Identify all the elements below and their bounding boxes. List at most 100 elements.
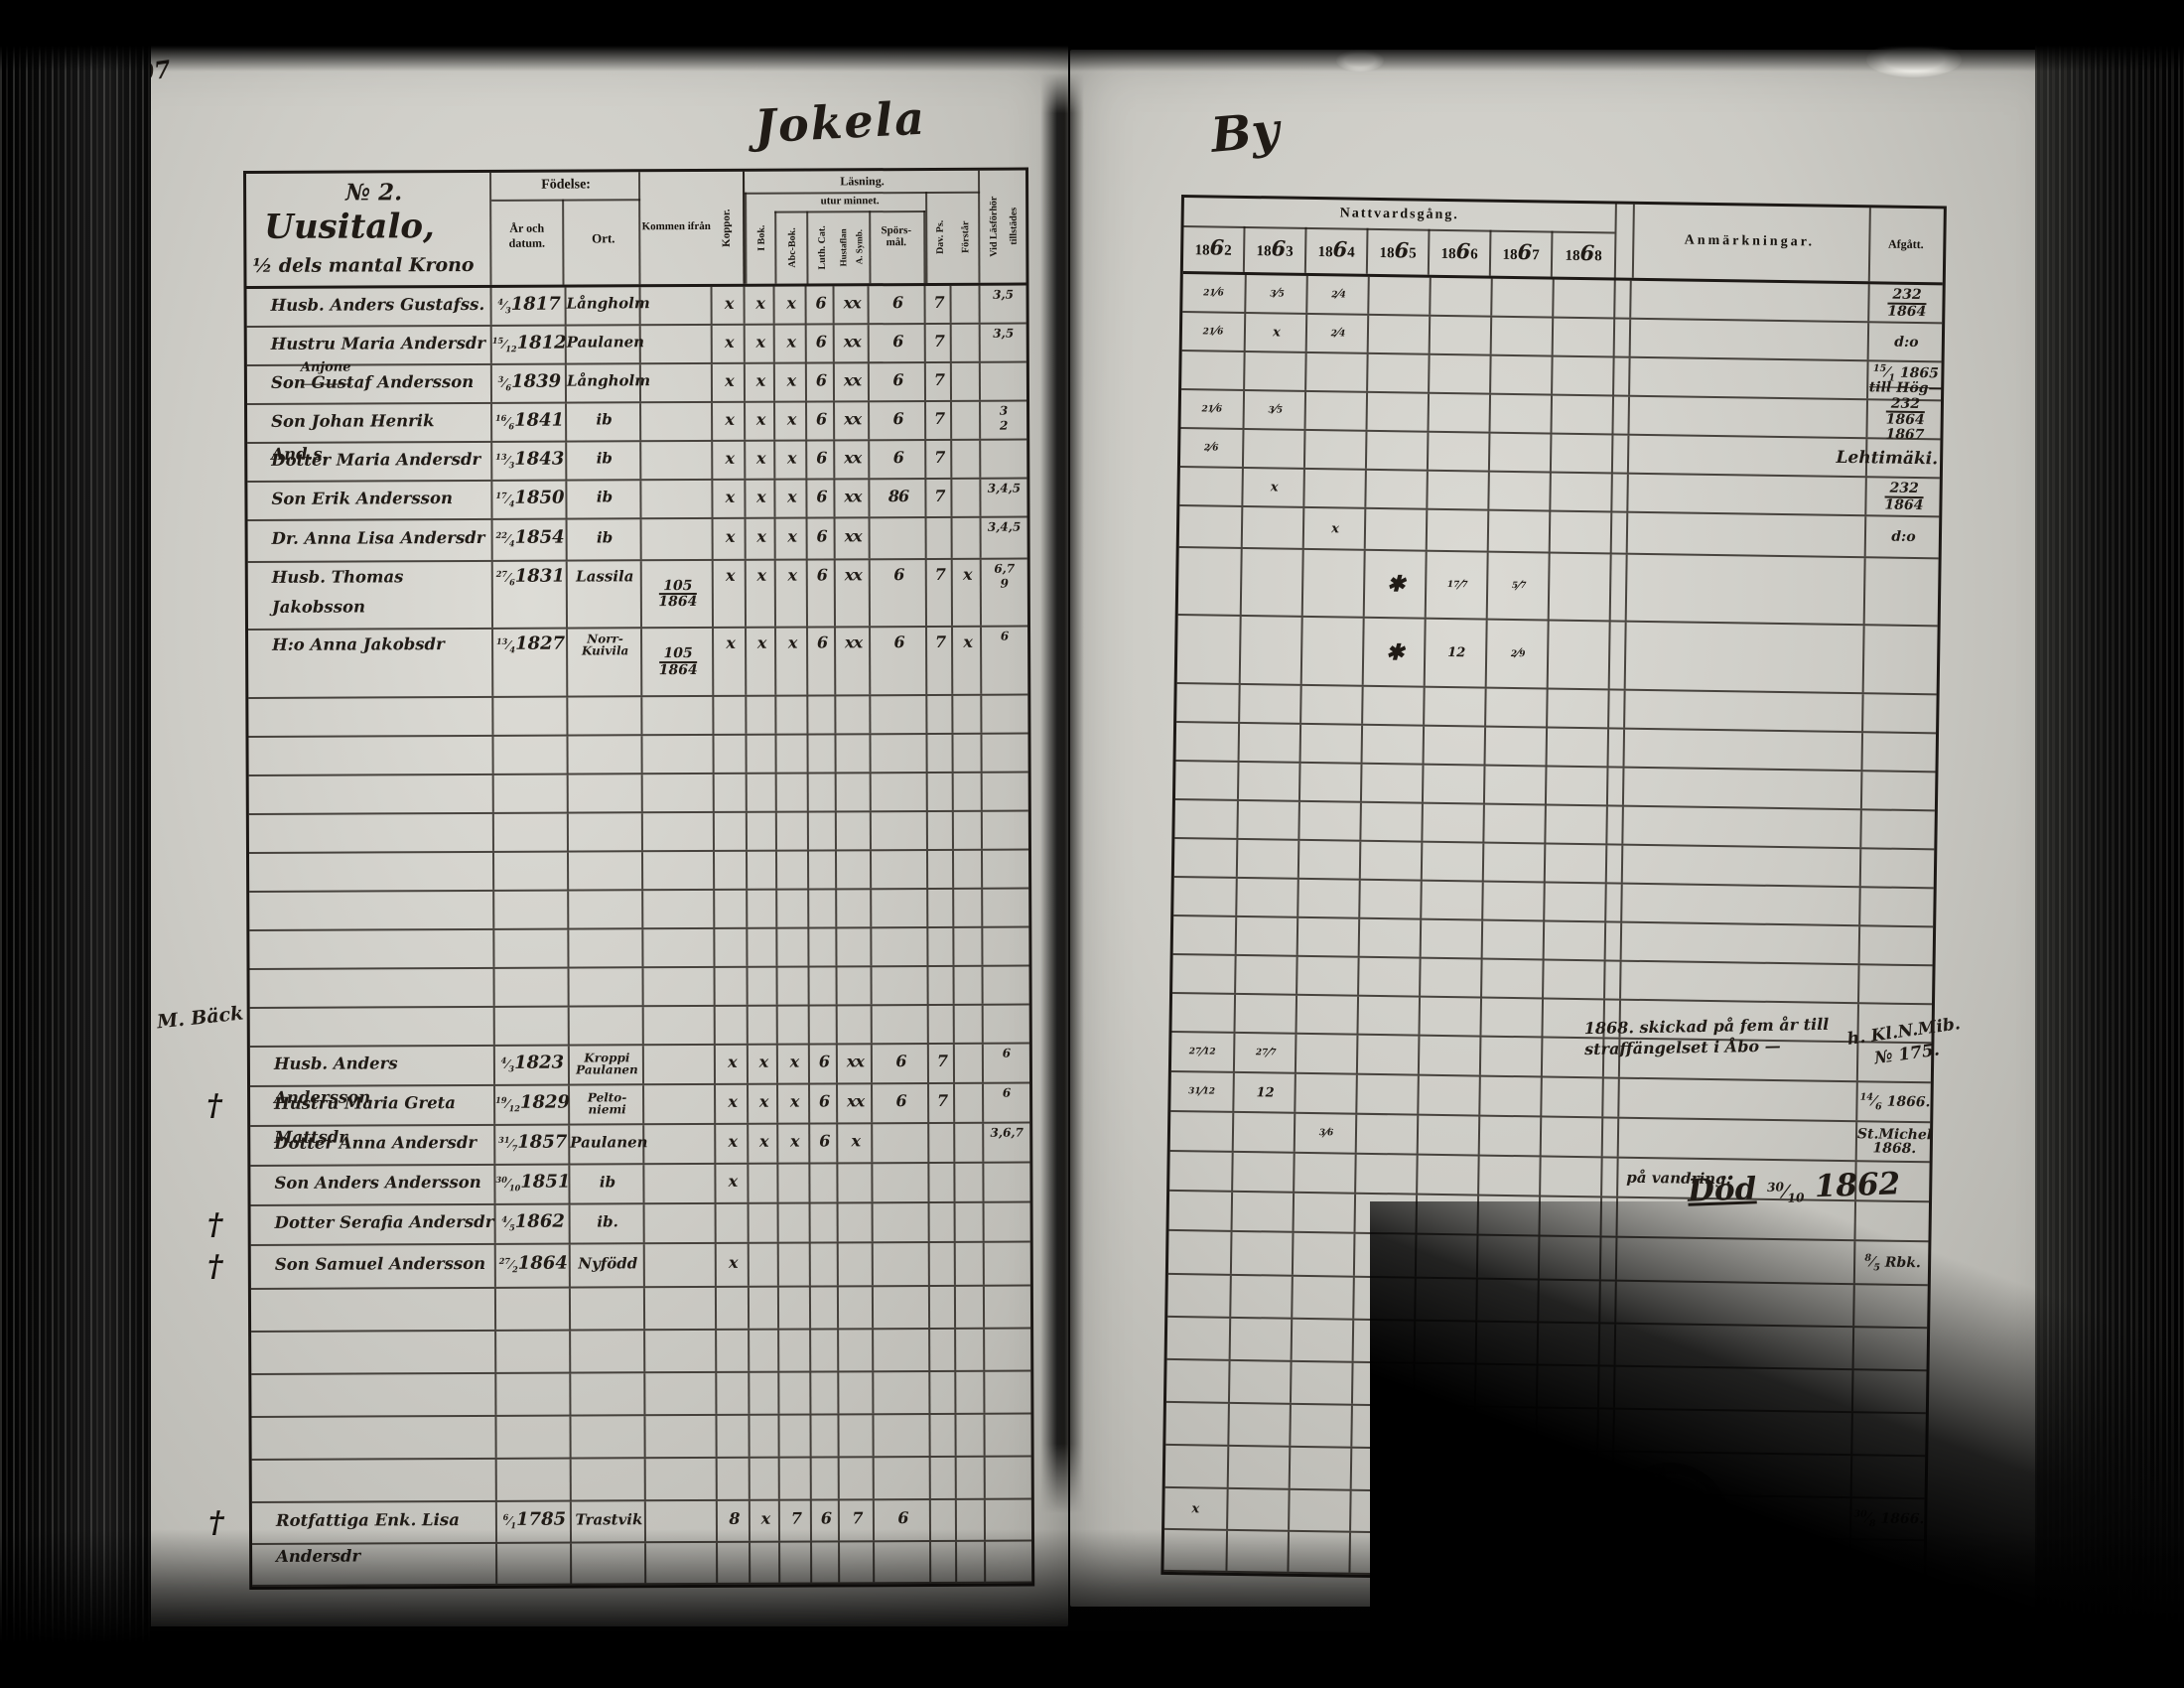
cell-communion-mark (1542, 960, 1606, 999)
cell-arrived-from (643, 1372, 718, 1415)
cell-communion-mark (1299, 617, 1365, 685)
cell-arrived-from (640, 774, 715, 812)
cell-reading-mark: 6 (805, 402, 836, 440)
cell-communion-mark: 12 (1232, 1072, 1297, 1112)
cell-communion-mark (1367, 276, 1432, 315)
cell-arrived-from (641, 967, 716, 1006)
cell-communion-mark: 3 ⁄ 5 (1242, 390, 1307, 429)
cell-reading-mark (806, 812, 837, 850)
cell-reading-mark (808, 1164, 839, 1202)
cell-reading-mark (834, 774, 872, 811)
cell-communion-mark (1297, 840, 1362, 879)
table-row: Dotter Maria Andersdr 13⁄31843 ib x x x 6 xx 6 7 (247, 440, 1027, 483)
cell-reading-mark: x (745, 628, 777, 695)
year-column-header: 1868 (1565, 239, 1602, 266)
cell-communion-mark (1477, 1116, 1543, 1156)
cell-communion-mark (1172, 994, 1235, 1032)
cell-communion-mark (1356, 996, 1422, 1035)
cell-communion-mark (1238, 684, 1302, 723)
cell-communion-mark (1483, 727, 1549, 766)
cell-reading-mark: x (713, 1045, 750, 1083)
cell-reading-mark: xx (836, 1084, 874, 1123)
cell-communion-mark (1551, 318, 1616, 356)
arrived-from-header: Kommen ifrån (638, 171, 713, 285)
cell-reading-mark: 7 (924, 440, 953, 479)
cell-reading-mark: 6 (806, 628, 837, 695)
cell-birth-place (566, 774, 643, 812)
cell-reading-mark (713, 928, 749, 966)
cell-communion-mark (1477, 1156, 1542, 1196)
cell-reading-mark (870, 889, 929, 927)
cell-birth-date: 27⁄61831 (490, 561, 569, 628)
cell-remarks (1622, 729, 1862, 771)
cell-departed: d:o (1866, 323, 1945, 361)
cell-arrived-from (638, 363, 714, 402)
right-table-header: Nattvardsgång. 1862 1863 1864 1865 1866 1867 1… (1182, 198, 1944, 286)
table-row: † Son Samuel Andersson 27⁄21864 Nyfödd x (207, 1242, 1030, 1290)
table-row (249, 927, 1029, 970)
cell-reading-mark (774, 774, 809, 811)
cell-birth-date (491, 813, 569, 851)
cell-communion-mark (1235, 878, 1299, 916)
cell-reading-mark (872, 1371, 931, 1414)
cell-reading-mark: x (773, 441, 808, 479)
cell-reading-mark: x (744, 402, 776, 440)
questions-header: Spörs- mål. (869, 211, 926, 284)
cell-communion-mark (1294, 1034, 1359, 1073)
table-row (248, 773, 1028, 815)
years-row: 1862 1863 1864 1865 1866 1867 1868 (1182, 225, 1615, 277)
cell-reading-mark (949, 285, 981, 323)
cell-departed (1858, 849, 1937, 888)
cell-attendance: 3,5 (978, 324, 1026, 361)
smallpox-header: Koppor. (710, 171, 746, 284)
house-table-header: Hustaflan A. Symb. (834, 211, 872, 284)
cell-reading-mark (951, 850, 984, 888)
cell-reading-mark (836, 1164, 874, 1202)
cell-reading-mark: 7 (926, 1044, 956, 1083)
cell-reading-mark (715, 1330, 751, 1371)
cell-communion-mark (1423, 687, 1487, 726)
cell-reading-mark (807, 1006, 838, 1044)
cell-communion-mark (1428, 354, 1492, 393)
cell-reading-mark (776, 1287, 812, 1329)
house-name: Uusitalo, (264, 207, 435, 247)
cell-name: † Son Samuel Andersson (207, 1245, 494, 1288)
cell-birth-date (493, 1288, 572, 1330)
cell-reading-mark (869, 773, 928, 811)
cell-birth-date (492, 891, 570, 928)
cell-reading-mark (714, 1287, 751, 1329)
cell-attendance: 6 (982, 1083, 1030, 1122)
cell-departed (1857, 965, 1935, 1004)
cell-communion-mark (1289, 1404, 1353, 1447)
cell-communion-mark (1231, 1152, 1296, 1192)
cell-reading-mark (715, 1458, 751, 1499)
cell-communion-mark (1291, 1232, 1356, 1276)
cell-name: Dotter Maria Andersdr (271, 449, 481, 470)
cell-birth-place: Paulanen (568, 1125, 648, 1164)
table-row (251, 1371, 1031, 1418)
cell-attendance (981, 889, 1029, 926)
cell-departed: d:o (1863, 516, 1942, 558)
cell-communion-mark (1179, 468, 1242, 505)
abc-book-header: Abc-Bok. (774, 211, 809, 284)
cell-communion-mark (1543, 883, 1607, 921)
cell-attendance: 6 (980, 627, 1028, 694)
cell-communion-mark (1288, 1489, 1352, 1531)
cell-communion-mark (1226, 1446, 1292, 1488)
cell-reading-mark: xx (832, 363, 871, 401)
cell-reading-mark (746, 1006, 778, 1044)
cell-reading-mark (748, 1458, 780, 1499)
cell-attendance (980, 695, 1028, 733)
cell-communion-mark (1549, 473, 1613, 511)
table-row: Dr. Anna Lisa Andersdr 22⁄41854 ib x x x 6 xx 3,… (247, 517, 1027, 563)
cell-reading-mark (926, 889, 955, 927)
cell-reading-mark (835, 967, 873, 1005)
cell-birth-date (494, 1416, 572, 1458)
cell-reading-mark (837, 1458, 875, 1499)
cell-communion-mark (1293, 1153, 1357, 1193)
cell-remarks (1628, 357, 1867, 399)
cell-communion-mark (1361, 686, 1426, 725)
cell-communion-mark (1231, 1112, 1297, 1152)
cell-reading-mark (775, 967, 810, 1005)
cell-reading-mark: x (711, 518, 747, 559)
